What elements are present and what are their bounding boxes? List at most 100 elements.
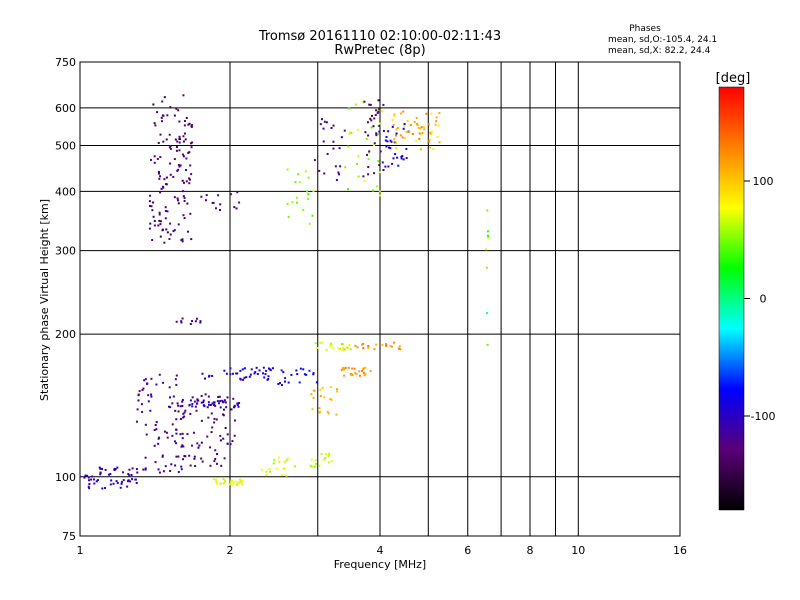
data-point: [406, 119, 409, 122]
data-point: [307, 193, 310, 196]
data-point: [190, 444, 193, 447]
data-point: [156, 157, 159, 160]
data-point: [128, 474, 131, 477]
data-point: [321, 386, 324, 389]
data-point: [158, 373, 161, 376]
data-point: [353, 367, 356, 370]
data-point: [263, 376, 266, 379]
data-point: [229, 367, 232, 370]
data-point: [397, 164, 400, 167]
data-point: [188, 122, 191, 125]
data-point: [178, 141, 181, 144]
data-point: [265, 474, 268, 477]
data-point: [319, 123, 322, 126]
x-tick-label: 8: [527, 544, 534, 557]
data-point: [226, 396, 229, 399]
data-point: [401, 136, 404, 139]
data-point: [327, 455, 330, 458]
data-point: [191, 141, 194, 144]
data-point: [195, 402, 198, 405]
data-point: [213, 421, 216, 424]
data-point: [182, 445, 185, 448]
data-point: [162, 185, 165, 188]
data-point: [293, 465, 296, 468]
data-point: [96, 479, 99, 482]
data-point: [254, 371, 257, 374]
data-point: [172, 230, 175, 233]
data-point: [178, 165, 181, 168]
data-point: [198, 444, 201, 447]
data-point: [197, 446, 200, 449]
data-point: [286, 168, 289, 171]
data-point: [310, 465, 313, 468]
data-point: [87, 476, 90, 479]
data-point: [408, 131, 411, 134]
data-point: [153, 161, 156, 164]
data-point: [219, 400, 222, 403]
data-point: [219, 439, 222, 442]
data-point: [189, 399, 192, 402]
data-point: [367, 173, 370, 176]
data-point: [104, 468, 107, 471]
data-point: [234, 480, 237, 483]
chart-title: Tromsø 20161110 02:10:00-02:11:43: [258, 29, 501, 44]
data-point: [339, 347, 342, 350]
data-point: [323, 172, 326, 175]
data-point: [334, 165, 337, 168]
data-point: [338, 173, 341, 176]
data-point: [154, 461, 157, 464]
data-point: [178, 137, 181, 140]
data-point: [381, 161, 384, 164]
data-point: [329, 386, 332, 389]
data-point: [162, 114, 165, 117]
data-point: [328, 397, 331, 400]
data-point: [159, 223, 162, 226]
data-point: [142, 387, 145, 390]
data-point: [169, 106, 172, 109]
data-point: [311, 408, 314, 411]
data-point: [418, 132, 421, 135]
data-point: [285, 459, 288, 462]
data-point: [335, 388, 338, 391]
data-point: [197, 399, 200, 402]
data-point: [188, 177, 191, 180]
data-point: [323, 120, 326, 123]
data-point: [177, 223, 180, 226]
data-point: [84, 474, 87, 477]
data-point: [268, 470, 271, 473]
x-tick-labels: 1 2 4 6 8 10 16: [77, 544, 688, 557]
data-point: [160, 116, 163, 119]
data-point: [435, 116, 438, 119]
data-point: [190, 238, 193, 241]
data-point: [229, 483, 232, 486]
data-point: [242, 378, 245, 381]
data-point: [355, 162, 358, 165]
data-point: [160, 187, 163, 190]
data-point: [389, 344, 392, 347]
data-point: [250, 368, 253, 371]
data-point: [223, 408, 226, 411]
data-points: [83, 94, 490, 490]
data-point: [435, 120, 438, 123]
data-point: [283, 467, 286, 470]
data-point: [141, 410, 144, 413]
data-point: [381, 343, 384, 346]
data-point: [113, 468, 116, 471]
data-point: [165, 183, 168, 186]
data-point: [182, 416, 185, 419]
data-point: [183, 124, 186, 127]
data-point: [369, 103, 372, 106]
data-point: [164, 209, 167, 212]
data-point: [200, 401, 203, 404]
data-point: [295, 369, 298, 372]
data-point: [168, 133, 171, 136]
data-point: [178, 149, 181, 152]
data-point: [149, 194, 152, 197]
data-point: [378, 124, 381, 127]
colorbar-ticks: 100 0 -100: [744, 175, 775, 423]
data-point: [485, 248, 488, 251]
data-point: [486, 343, 489, 346]
data-point: [363, 374, 366, 377]
data-point: [316, 346, 319, 349]
data-point: [400, 157, 403, 160]
